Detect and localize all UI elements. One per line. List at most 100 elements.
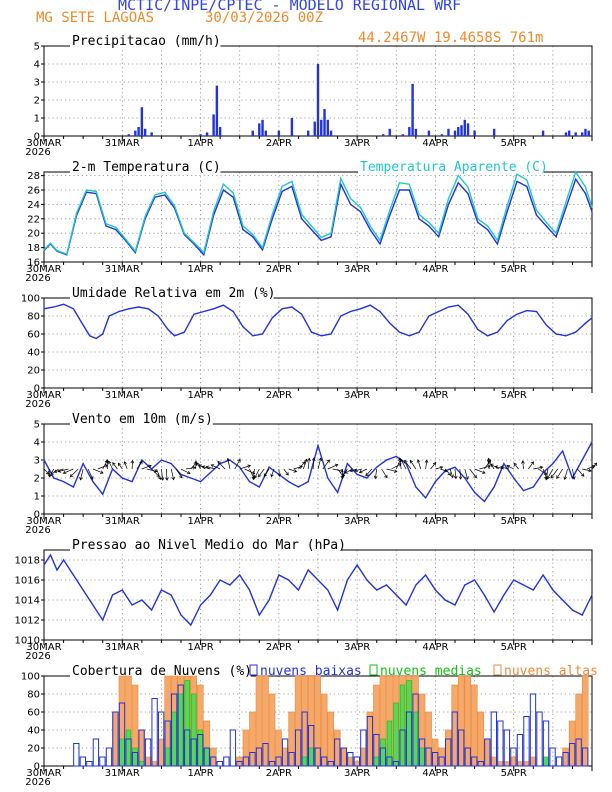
rh-line-point — [418, 331, 420, 333]
cloud-bar-baixas — [236, 761, 243, 767]
temp-line-point — [408, 189, 410, 191]
temp-line-point — [76, 212, 78, 214]
pressure-line-point — [454, 604, 456, 606]
cloud-bar-altas — [288, 711, 295, 767]
x-year-label: 2026 — [25, 651, 50, 662]
x-tick-label: 31MAR — [105, 264, 140, 275]
cloud-bar-altas — [366, 711, 374, 767]
cloud-bar-altas — [249, 711, 256, 767]
cloud-bar-altas — [373, 684, 380, 767]
precip-bar — [251, 130, 254, 136]
pressure-line-point — [513, 579, 515, 581]
temp-line-point — [330, 236, 332, 238]
temp-line-point — [252, 236, 254, 238]
x-tick-label: 30MAR — [26, 768, 61, 779]
cloud-bar-altas — [138, 729, 145, 767]
cloud-bar-altas — [464, 675, 472, 767]
wind-arrow — [374, 468, 378, 479]
rh-line-point — [53, 306, 55, 308]
pressure-line-point — [307, 569, 309, 571]
wind-arrow — [545, 468, 549, 480]
rh-line-point — [506, 319, 508, 322]
wind-arrow — [58, 468, 69, 472]
wind-arrow — [312, 457, 315, 470]
cloud-bar-altas — [562, 747, 569, 767]
cloud-bar-baixas — [549, 747, 556, 767]
x-tick-label: 4APR — [422, 138, 448, 149]
pressure-line-point — [336, 609, 339, 611]
wind-line-point — [336, 491, 339, 493]
wind-arrow — [533, 466, 543, 470]
rh-line-point — [173, 335, 176, 337]
cloud-bar-altas — [347, 756, 354, 767]
x-tick-label: 1APR — [187, 390, 213, 401]
cloud-bar-baixas — [308, 725, 315, 767]
pressure-line-point — [219, 579, 221, 581]
y-tick-label: 5 — [34, 42, 40, 53]
wind-line-point — [425, 497, 427, 499]
cloud-bar-baixas — [288, 752, 295, 767]
temp-line-point — [477, 221, 479, 223]
pressure-line-point — [49, 554, 52, 556]
rh-line-point — [350, 310, 352, 313]
temp-line-point — [447, 203, 450, 205]
precip-bar — [316, 64, 320, 136]
cloud-bar-baixas — [262, 743, 269, 767]
precip-bar — [457, 127, 460, 136]
cloud-bar-baixas — [249, 752, 256, 767]
rh-line-point — [89, 335, 91, 337]
wind-arrow — [217, 461, 226, 470]
panel-title-bg — [70, 538, 342, 551]
cloud-bar-baixas — [125, 738, 132, 767]
wind-arrow — [444, 468, 451, 476]
y-tick-label: 2 — [34, 474, 40, 485]
pressure-line-point — [464, 584, 466, 586]
wind-arrow — [591, 462, 598, 470]
wind-line-point — [493, 486, 495, 488]
cloud-bar-altas — [451, 684, 458, 767]
cloud-bar-altas — [320, 693, 328, 767]
cloud-bar-medias — [204, 747, 210, 767]
wind-arrow-head — [62, 470, 67, 475]
pressure-line-point — [385, 584, 388, 586]
temp-line-point — [516, 180, 518, 182]
temp-line-point — [203, 252, 205, 254]
rh-line-point — [301, 313, 303, 315]
y-tick-label: 0 — [34, 384, 40, 395]
y-tick-label: 4 — [34, 60, 40, 71]
cloud-bar-altas — [157, 738, 165, 767]
wind-arrow-head — [254, 475, 258, 479]
x-tick-label: 1APR — [187, 138, 213, 149]
precip-bar — [447, 128, 450, 136]
y-tick-label: 24 — [27, 200, 40, 211]
cloud-bar-medias — [399, 684, 406, 767]
temp-line-point — [291, 180, 293, 182]
panel-rh: 0 20 40 60 80 100 30MAR 31MAR 1APR 2APR 3APR 4APR 5A… — [21, 286, 593, 410]
wind-arrow-head — [293, 469, 298, 473]
wind-arrow — [582, 468, 592, 472]
rh-line-point — [167, 328, 169, 331]
wind-arrow — [298, 461, 306, 470]
wind-arrow-head — [354, 468, 358, 473]
wind-line — [43, 441, 593, 503]
wind-line-point — [62, 481, 65, 483]
wind-arrow-head — [326, 459, 330, 463]
pressure-line-point — [346, 579, 348, 581]
wind-line-point — [209, 472, 211, 474]
cloud-bar-medias — [419, 747, 425, 767]
wind-arrow-head — [349, 468, 354, 473]
pressure-line-point — [239, 574, 241, 576]
cloud-bar-medias — [191, 693, 197, 767]
wind-arrow-head — [307, 457, 311, 462]
cloud-bar-baixas — [399, 729, 406, 767]
wind-arrow — [92, 468, 104, 474]
pressure-line-point — [56, 569, 58, 571]
wind-arrow — [391, 463, 402, 470]
cloud-bar-medias — [178, 693, 184, 767]
rh-line-point — [340, 315, 342, 317]
cloud-bar-baixas — [86, 761, 93, 767]
cloud-bar-baixas — [151, 698, 158, 767]
cloud-bar-altas — [242, 729, 250, 767]
legend-swatch — [369, 664, 378, 676]
